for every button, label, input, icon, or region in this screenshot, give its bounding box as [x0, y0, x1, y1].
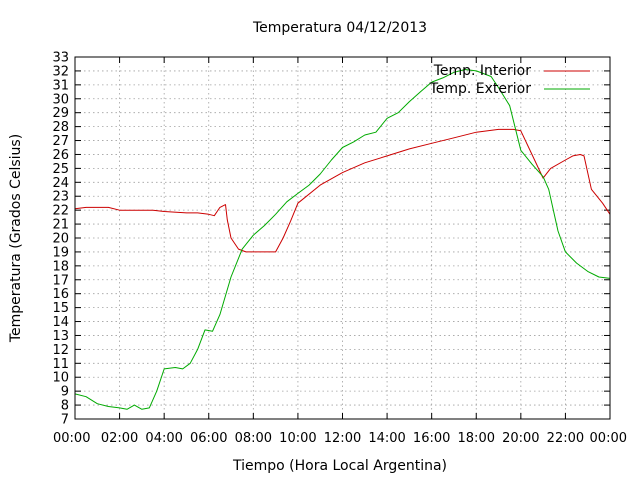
y-tick-label: 11 — [52, 357, 69, 372]
y-tick-label: 29 — [52, 106, 69, 121]
y-tick-label: 21 — [52, 218, 69, 233]
plot-frame — [74, 56, 611, 420]
y-tick-label: 22 — [52, 204, 69, 219]
y-tick-label: 23 — [52, 190, 69, 205]
x-tick-label: 06:00 — [190, 431, 227, 446]
series-lines — [74, 69, 611, 410]
x-tick-label: 10:00 — [279, 431, 316, 446]
y-tick-label: 33 — [52, 51, 69, 66]
y-tick-label: 25 — [52, 162, 69, 177]
legend: Temp. Interior Temp. Exterior — [429, 63, 590, 97]
y-tick-label: 13 — [52, 329, 69, 344]
grid-lines — [75, 57, 610, 419]
x-tick-label: 00:00 — [53, 431, 90, 446]
y-tick-label: 17 — [52, 273, 69, 288]
y-tick-label: 16 — [52, 287, 69, 302]
x-tick-label: 20:00 — [502, 431, 539, 446]
y-tick-label: 12 — [52, 343, 69, 358]
series-line-exterior — [74, 69, 611, 410]
legend-label-exterior: Temp. Exterior — [429, 81, 532, 97]
y-tick-label: 28 — [52, 120, 69, 135]
y-tick-label: 18 — [52, 259, 69, 274]
chart-title: Temperatura 04/12/2013 — [252, 20, 427, 36]
x-tick-label: 02:00 — [101, 431, 138, 446]
y-tick-label: 10 — [52, 371, 69, 386]
y-tick-label: 27 — [52, 134, 69, 149]
y-tick-label: 8 — [61, 399, 69, 414]
y-tick-label: 7 — [61, 413, 69, 428]
y-axis-label: Temperatura (Grados Celsius) — [8, 134, 24, 343]
legend-label-interior: Temp. Interior — [433, 63, 532, 79]
y-tick-label: 31 — [52, 78, 69, 93]
y-tick-label: 20 — [52, 232, 69, 247]
y-tick-label: 30 — [52, 92, 69, 107]
y-tick-label: 15 — [52, 301, 69, 316]
x-tick-label: 16:00 — [413, 431, 450, 446]
tick-labels: 7891011121314151617181920212223242526272… — [52, 51, 627, 447]
y-tick-label: 19 — [52, 245, 69, 260]
series-line-interior — [74, 128, 611, 253]
y-tick-label: 24 — [52, 176, 69, 191]
x-tick-label: 04:00 — [145, 431, 182, 446]
x-tick-label: 22:00 — [547, 431, 584, 446]
x-tick-label: 08:00 — [235, 431, 272, 446]
x-tick-label: 14:00 — [368, 431, 405, 446]
x-tick-label: 12:00 — [324, 431, 361, 446]
x-axis-label: Tiempo (Hora Local Argentina) — [232, 458, 447, 474]
y-tick-label: 26 — [52, 148, 69, 163]
x-tick-label: 00:00 — [590, 431, 627, 446]
y-tick-label: 9 — [61, 385, 69, 400]
y-tick-label: 32 — [52, 64, 69, 79]
y-tick-label: 14 — [52, 315, 69, 330]
x-tick-label: 18:00 — [458, 431, 495, 446]
